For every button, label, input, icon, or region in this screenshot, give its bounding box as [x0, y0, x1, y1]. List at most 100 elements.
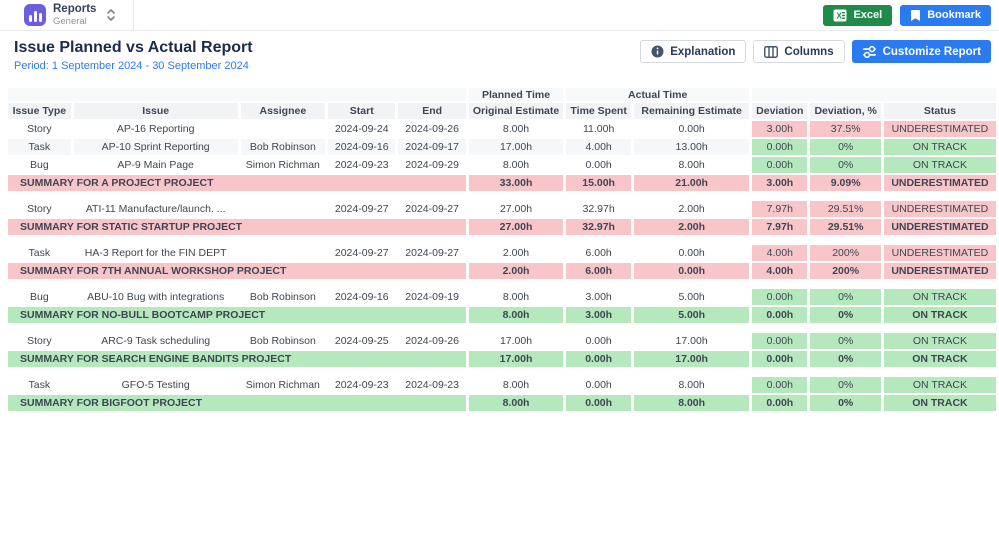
columns-icon [764, 45, 779, 58]
cell-status: ON TRACK [883, 157, 996, 173]
report-table-body: Story AP-16 Reporting 2024-09-24 2024-09-26… [8, 121, 996, 411]
summary-remaining-estimate: 5.00h [634, 307, 750, 323]
cell-original-estimate: 8.00h [502, 123, 530, 135]
group-spacer [8, 281, 996, 287]
cell-status: UNDERESTIMATED [883, 201, 996, 217]
summary-deviation: 7.97h [752, 219, 808, 235]
bookmark-button[interactable]: Bookmark [900, 4, 991, 26]
cell-issue: AP-9 Main Page [117, 159, 194, 171]
cell-issue-type: Bug [29, 159, 49, 171]
cell-deviation-pct: 0% [810, 139, 881, 155]
summary-status: UNDERESTIMATED [883, 219, 996, 235]
col-header-time-spent: Time Spent [566, 103, 632, 119]
cell-remaining-estimate: 8.00h [678, 159, 705, 171]
cell-issue-type: Task [28, 247, 51, 259]
bookmark-label: Bookmark [927, 9, 981, 21]
issue-row: Story ARC-9 Task scheduling Bob Robinson 20… [8, 333, 996, 349]
cell-end: 2024-09-27 [405, 203, 459, 215]
cell-end: 2024-09-27 [405, 247, 459, 259]
cell-start: 2024-09-27 [334, 247, 389, 259]
cell-time-spent: 4.00h [566, 139, 632, 155]
col-header-issue-type: Issue Type [8, 103, 71, 119]
cell-issue: ATI-11 Manufacture/launch. ... [85, 203, 226, 215]
summary-label: SUMMARY FOR 7TH ANNUAL WORKSHOP PROJECT [8, 263, 466, 279]
summary-deviation-pct: 29.51% [810, 219, 881, 235]
summary-deviation: 3.00h [752, 175, 808, 191]
cell-remaining-estimate: 2.00h [678, 203, 705, 215]
bar-chart-icon [24, 4, 46, 26]
cell-start: 2024-09-23 [334, 379, 389, 391]
col-header-assignee: Assignee [240, 103, 326, 119]
cell-end: 2024-09-26 [405, 123, 459, 135]
cell-remaining-estimate: 8.00h [678, 379, 705, 391]
group-spacer [8, 325, 996, 331]
summary-label: SUMMARY FOR SEARCH ENGINE BANDITS PROJEC… [8, 351, 466, 367]
cell-time-spent: 3.00h [585, 291, 612, 303]
cell-start: 2024-09-27 [334, 203, 389, 215]
app-subtitle: General [53, 16, 87, 27]
cell-deviation: 0.00h [752, 289, 808, 305]
explanation-button[interactable]: Explanation [640, 40, 747, 63]
report-type-switcher[interactable]: Reports General [0, 0, 127, 30]
cell-original-estimate: 8.00h [502, 291, 530, 303]
col-header-start: Start [328, 103, 396, 119]
cell-status: ON TRACK [883, 139, 996, 155]
col-header-issue: Issue [73, 103, 238, 119]
cell-time-spent: 0.00h [585, 379, 612, 391]
summary-time-spent: 6.00h [566, 263, 632, 279]
cell-issue-type: Story [27, 203, 52, 215]
columns-button[interactable]: Columns [753, 40, 845, 63]
cell-end: 2024-09-23 [405, 379, 459, 391]
cell-assignee [241, 201, 325, 217]
summary-deviation: 4.00h [752, 263, 808, 279]
customize-report-button[interactable]: Customize Report [851, 40, 991, 63]
summary-remaining-estimate: 17.00h [634, 351, 750, 367]
summary-row: SUMMARY FOR BIGFOOT PROJECT 8.00h 0.00h 8.0… [8, 395, 996, 411]
summary-original-estimate: 33.00h [468, 175, 564, 191]
cell-assignee: Bob Robinson [249, 335, 316, 347]
cell-assignee: Bob Robinson [249, 291, 316, 303]
cell-original-estimate: 8.00h [502, 379, 530, 391]
group-spacer [8, 237, 996, 243]
summary-remaining-estimate: 8.00h [634, 395, 750, 411]
cell-issue-type: Story [27, 123, 52, 135]
topbar-divider [133, 0, 135, 31]
group-spacer-cell [8, 325, 996, 331]
summary-row: SUMMARY FOR NO-BULL BOOTCAMP PROJECT 8.00… [8, 307, 996, 323]
issue-row: Bug AP-9 Main Page Simon Richman 2024-09-23… [8, 157, 996, 173]
summary-time-spent: 0.00h [566, 351, 632, 367]
summary-remaining-estimate: 21.00h [634, 175, 750, 191]
page-header: Issue Planned vs Actual Report Period: 1… [0, 31, 999, 78]
svg-text:X: X [837, 11, 843, 20]
cell-issue: ARC-9 Task scheduling [101, 335, 211, 347]
info-icon [651, 45, 664, 58]
cell-remaining-estimate: 0.00h [678, 123, 705, 135]
issue-row: Story ATI-11 Manufacture/launch. ... 2024-… [8, 201, 996, 217]
issue-row: Task HA-3 Report for the FIN DEPT 2024-09-… [8, 245, 996, 261]
cell-deviation: 0.00h [752, 139, 808, 155]
cell-time-spent: 11.00h [582, 123, 615, 135]
cell-deviation: 0.00h [752, 333, 808, 349]
cell-time-spent: 32.97h [582, 203, 615, 215]
col-header-deviation-pct: Deviation, % [810, 103, 881, 119]
cell-original-estimate: 2.00h [502, 247, 530, 259]
group-header-actual-time: Actual Time [566, 88, 750, 101]
col-header-original-estimate: Original Estimate [468, 103, 564, 119]
summary-time-spent: 32.97h [566, 219, 632, 235]
summary-original-estimate: 8.00h [468, 395, 564, 411]
group-spacer-cell [8, 237, 996, 243]
cell-deviation: 4.00h [752, 245, 808, 261]
columns-label: Columns [784, 45, 834, 58]
cell-deviation-pct: 0% [810, 289, 881, 305]
bookmark-icon [910, 9, 921, 22]
cell-assignee: Simon Richman [245, 159, 320, 171]
summary-time-spent: 3.00h [566, 307, 632, 323]
summary-deviation-pct: 0% [810, 351, 881, 367]
cell-start: 2024-09-16 [328, 139, 396, 155]
chevron-updown-icon[interactable] [105, 8, 117, 22]
cell-end: 2024-09-19 [405, 291, 459, 303]
cell-deviation: 7.97h [752, 201, 808, 217]
summary-row: SUMMARY FOR A PROJECT PROJECT 33.00h 15.00… [8, 175, 996, 191]
excel-export-button[interactable]: X Excel [823, 4, 893, 26]
summary-row: SUMMARY FOR 7TH ANNUAL WORKSHOP PROJECT 2… [8, 263, 996, 279]
